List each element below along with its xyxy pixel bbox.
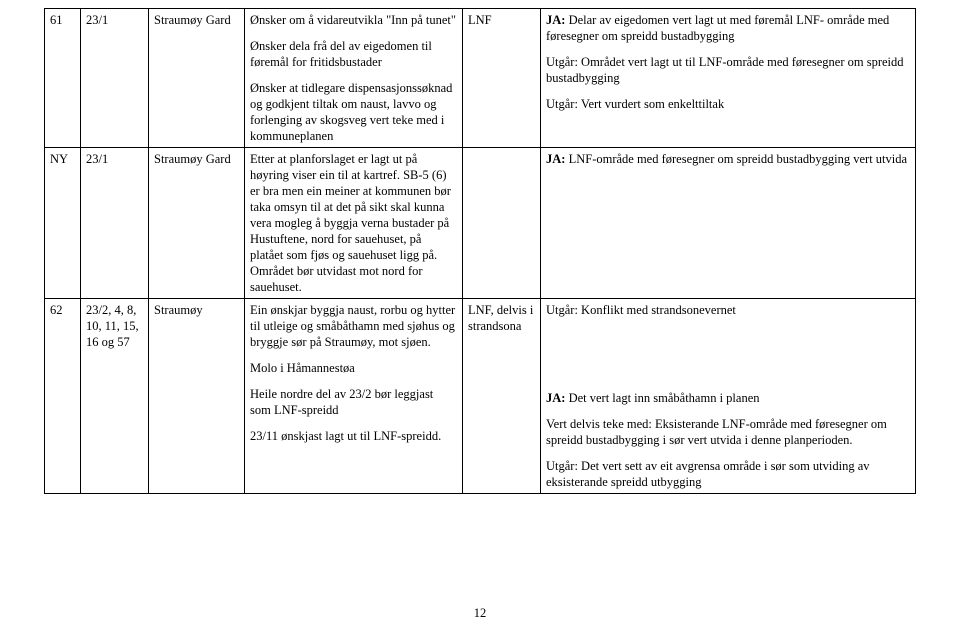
table-cell: 23/1	[81, 148, 149, 299]
table-row: 6123/1Straumøy GardØnsker om å vidareutv…	[45, 9, 916, 148]
table-cell: 62	[45, 299, 81, 494]
table-cell: 23/1	[81, 9, 149, 148]
table-cell: JA: LNF-område med føresegner om spreidd…	[541, 148, 916, 299]
table-cell: Etter at planforslaget er lagt ut på høy…	[245, 148, 463, 299]
table-cell: NY	[45, 148, 81, 299]
table-cell: Straumøy	[149, 299, 245, 494]
table-cell: 23/2, 4, 8, 10, 11, 15, 16 og 57	[81, 299, 149, 494]
table-cell: Ein ønskjar byggja naust, rorbu og hytte…	[245, 299, 463, 494]
table-cell: LNF, delvis i strandsona	[463, 299, 541, 494]
table-cell: Ønsker om å vidareutvikla "Inn på tunet"…	[245, 9, 463, 148]
data-table: 6123/1Straumøy GardØnsker om å vidareutv…	[44, 8, 916, 494]
table-cell: Straumøy Gard	[149, 148, 245, 299]
table-row: 6223/2, 4, 8, 10, 11, 15, 16 og 57Straum…	[45, 299, 916, 494]
table-row: NY23/1Straumøy GardEtter at planforslage…	[45, 148, 916, 299]
table-cell: Utgår: Konflikt med strandsonevernetJA: …	[541, 299, 916, 494]
table-cell	[463, 148, 541, 299]
page-number: 12	[0, 606, 960, 621]
table-cell: 61	[45, 9, 81, 148]
table-cell: JA: Delar av eigedomen vert lagt ut med …	[541, 9, 916, 148]
table-cell: LNF	[463, 9, 541, 148]
table-cell: Straumøy Gard	[149, 9, 245, 148]
